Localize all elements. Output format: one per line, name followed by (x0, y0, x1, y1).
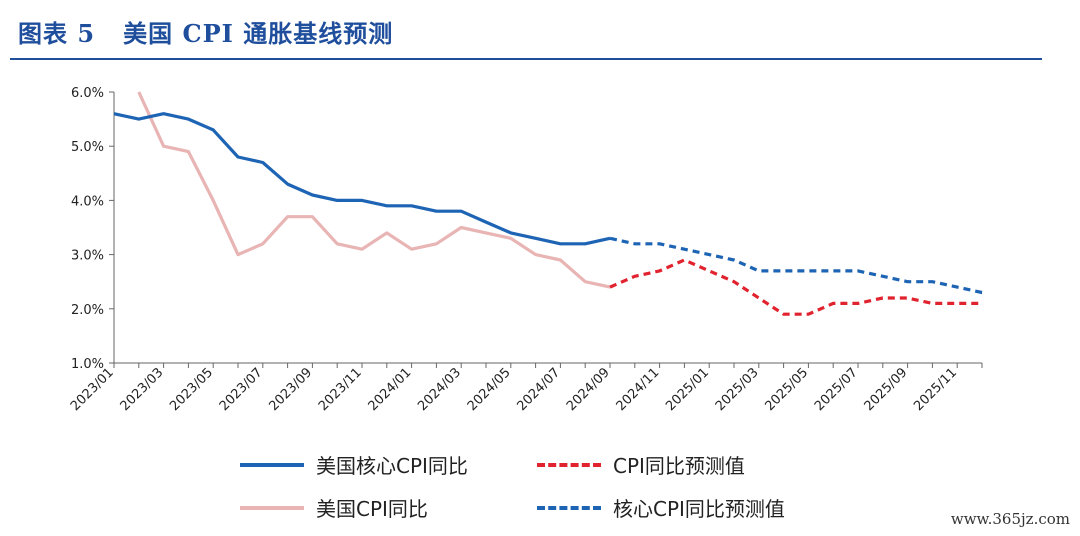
legend-item-core-forecast: 核心CPI同比预测值 (537, 493, 785, 522)
legend-label-core-forecast: 核心CPI同比预测值 (613, 497, 785, 521)
x-tick-label: 2024/09 (564, 365, 613, 414)
legend-swatch-core-forecast (537, 505, 601, 510)
chart-title: 图表 5 美国 CPI 通胀基线预测 (18, 14, 393, 49)
x-tick-label: 2025/09 (862, 365, 911, 414)
y-tick-label: 4.0% (71, 194, 104, 209)
x-tick-label: 2024/01 (366, 365, 415, 414)
x-tick-label: 2025/01 (663, 365, 712, 414)
x-tick-label: 2023/11 (316, 365, 365, 414)
legend-swatch-core-cpi (240, 462, 304, 467)
y-tick-label: 5.0% (71, 140, 104, 155)
x-tick-label: 2024/03 (415, 365, 464, 414)
line-chart: 1.0%2.0%3.0%4.0%5.0%6.0%2023/01 2023/03 20… (68, 86, 1007, 414)
title-rule (10, 58, 1042, 60)
legend-item-cpi: 美国CPI同比 (240, 493, 428, 522)
series-line-2 (609, 258, 982, 316)
x-tick-label: 2024/07 (514, 365, 563, 414)
y-tick-label: 2.0% (71, 303, 104, 318)
x-tick-label: 2023/05 (167, 365, 216, 414)
figure-title: 美国 CPI 通胀基线预测 (123, 19, 394, 48)
series-line-1 (137, 91, 611, 289)
x-tick-label: 2024/05 (465, 365, 514, 414)
series-line-3 (609, 236, 984, 295)
x-tick-label: 2025/03 (713, 365, 762, 414)
series-line-0 (114, 112, 611, 246)
x-tick-label: 2023/01 (68, 365, 117, 414)
y-tick-label: 1.0% (71, 357, 104, 372)
x-tick-label: 2025/07 (812, 365, 861, 414)
legend-swatch-cpi-forecast (537, 462, 601, 467)
legend-label-core-cpi: 美国核心CPI同比 (316, 454, 468, 478)
x-tick-label: 2024/11 (614, 365, 663, 414)
x-tick-label: 2023/03 (118, 365, 167, 414)
y-tick-label: 6.0% (71, 86, 104, 101)
watermark: www.365jz.com (950, 510, 1070, 528)
legend-label-cpi: 美国CPI同比 (316, 497, 428, 521)
legend-label-cpi-forecast: CPI同比预测值 (613, 454, 745, 478)
legend-swatch-cpi (240, 505, 304, 510)
legend-item-cpi-forecast: CPI同比预测值 (537, 450, 745, 479)
x-tick-label: 2025/05 (762, 365, 811, 414)
x-tick-label: 2023/09 (266, 365, 315, 414)
legend-item-core-cpi: 美国核心CPI同比 (240, 450, 468, 479)
y-tick-label: 3.0% (71, 249, 104, 264)
x-tick-label: 2023/07 (217, 365, 266, 414)
figure-label: 图表 5 (18, 19, 96, 48)
x-tick-label: 2025/11 (911, 365, 960, 414)
